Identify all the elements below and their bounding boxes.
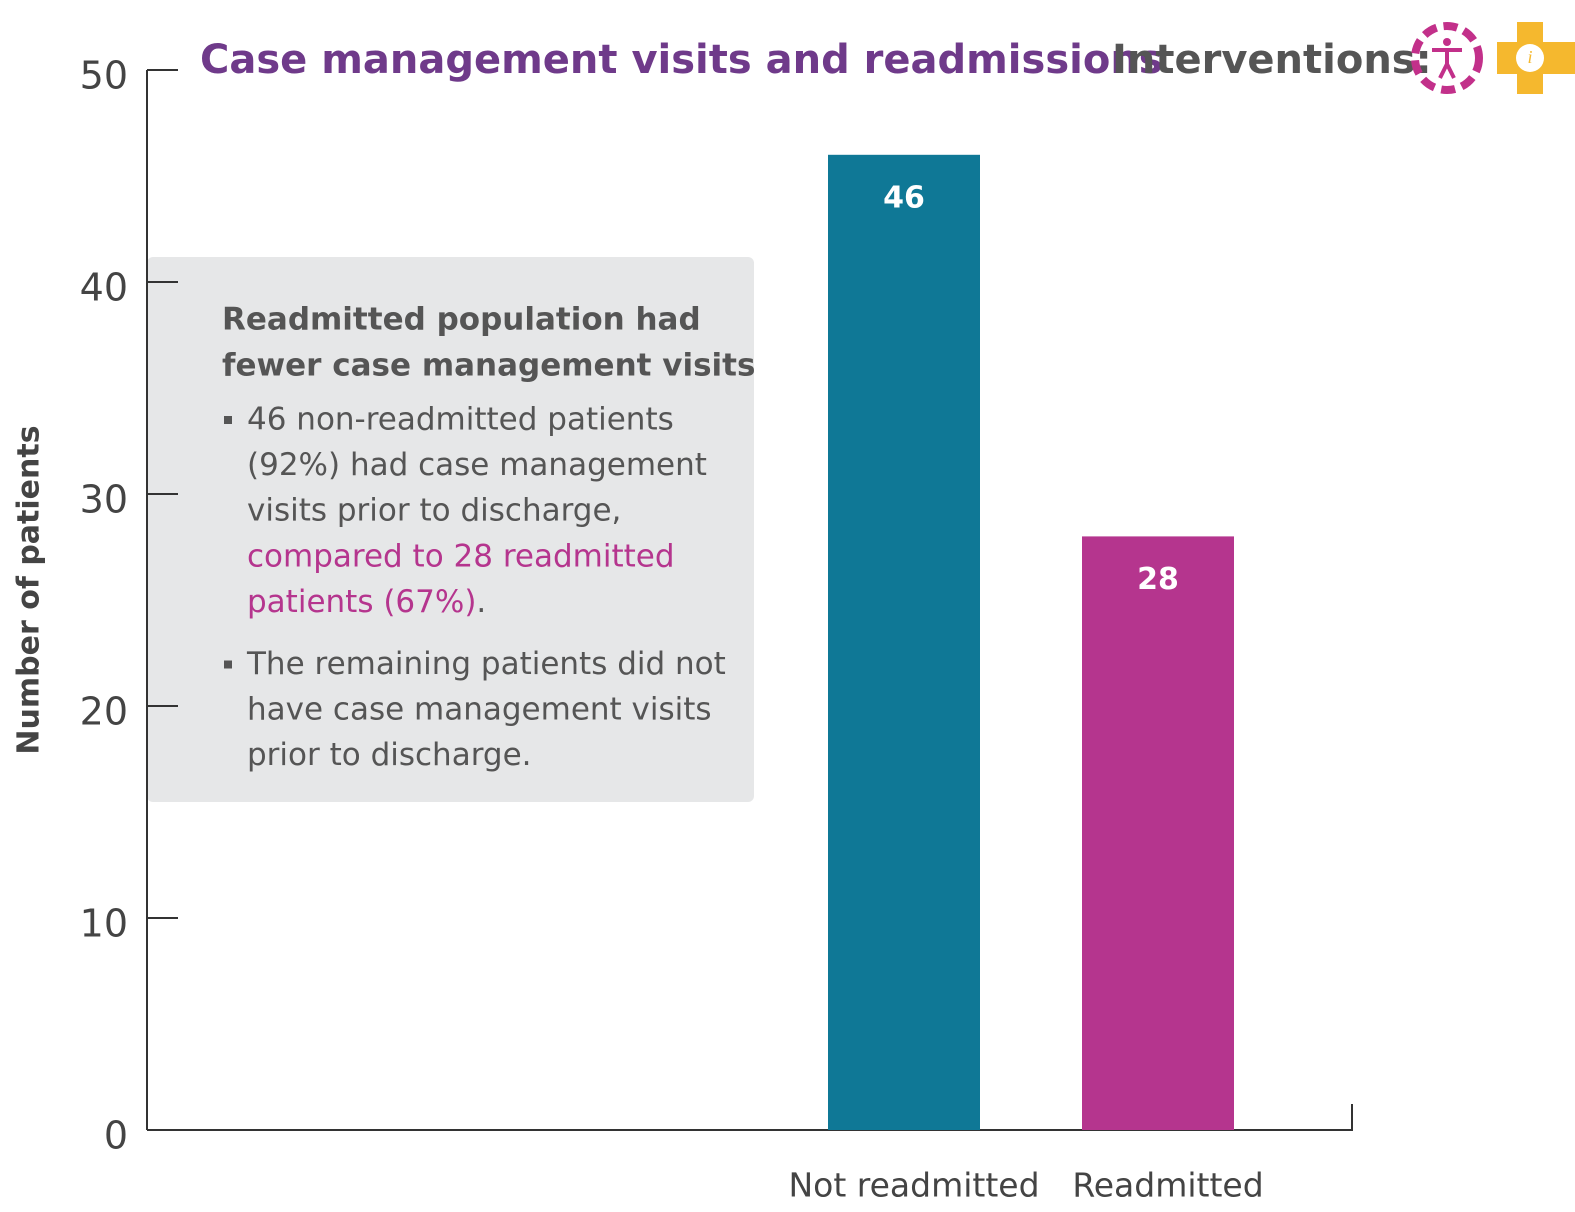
annotation-text: prior to discharge. [247, 737, 532, 773]
info-icon: i [1497, 22, 1575, 94]
annotation-text: have case management visits [247, 692, 712, 728]
y-tick-label: 30 [80, 478, 128, 522]
person-icon [1411, 22, 1483, 94]
annotation-text: 46 non-readmitted patients [247, 402, 674, 438]
bar [1082, 536, 1234, 1130]
value-label: 28 [1137, 562, 1179, 597]
y-axis-label: Number of patients [12, 425, 47, 754]
annotation-box [147, 257, 754, 802]
y-tick-label: 50 [80, 54, 128, 98]
chart-title: Case management visits and readmissions [200, 37, 1163, 83]
x-tick-label: Readmitted [1072, 1166, 1263, 1205]
y-tick-label: 40 [80, 266, 128, 310]
annotation-text: The remaining patients did not [246, 646, 726, 682]
annotation-text: (92%) had case management [247, 447, 707, 483]
bullet-marker [224, 660, 232, 669]
interventions-label: Interventions: [1112, 37, 1432, 83]
x-tick-label: Not readmitted [788, 1166, 1039, 1205]
y-tick-label: 20 [80, 690, 128, 734]
y-tick-label: 0 [104, 1114, 128, 1158]
annotation-text: . [476, 584, 486, 620]
annotation-text: visits prior to discharge, [247, 493, 621, 529]
annotation-highlight: compared to 28 readmitted [247, 538, 675, 574]
value-label: 46 [883, 180, 925, 215]
bullet-marker [224, 416, 232, 424]
annotation-highlight: patients (67%) [247, 584, 476, 620]
annotation-line: compared to 28 readmitted [247, 538, 675, 574]
bar [828, 154, 980, 1131]
svg-text:i: i [1527, 47, 1532, 67]
annotation-heading: Readmitted population had [222, 302, 701, 338]
y-tick-label: 10 [80, 902, 128, 946]
annotation-line: patients (67%). [247, 584, 486, 620]
annotation-heading: fewer case management visits [222, 348, 755, 384]
